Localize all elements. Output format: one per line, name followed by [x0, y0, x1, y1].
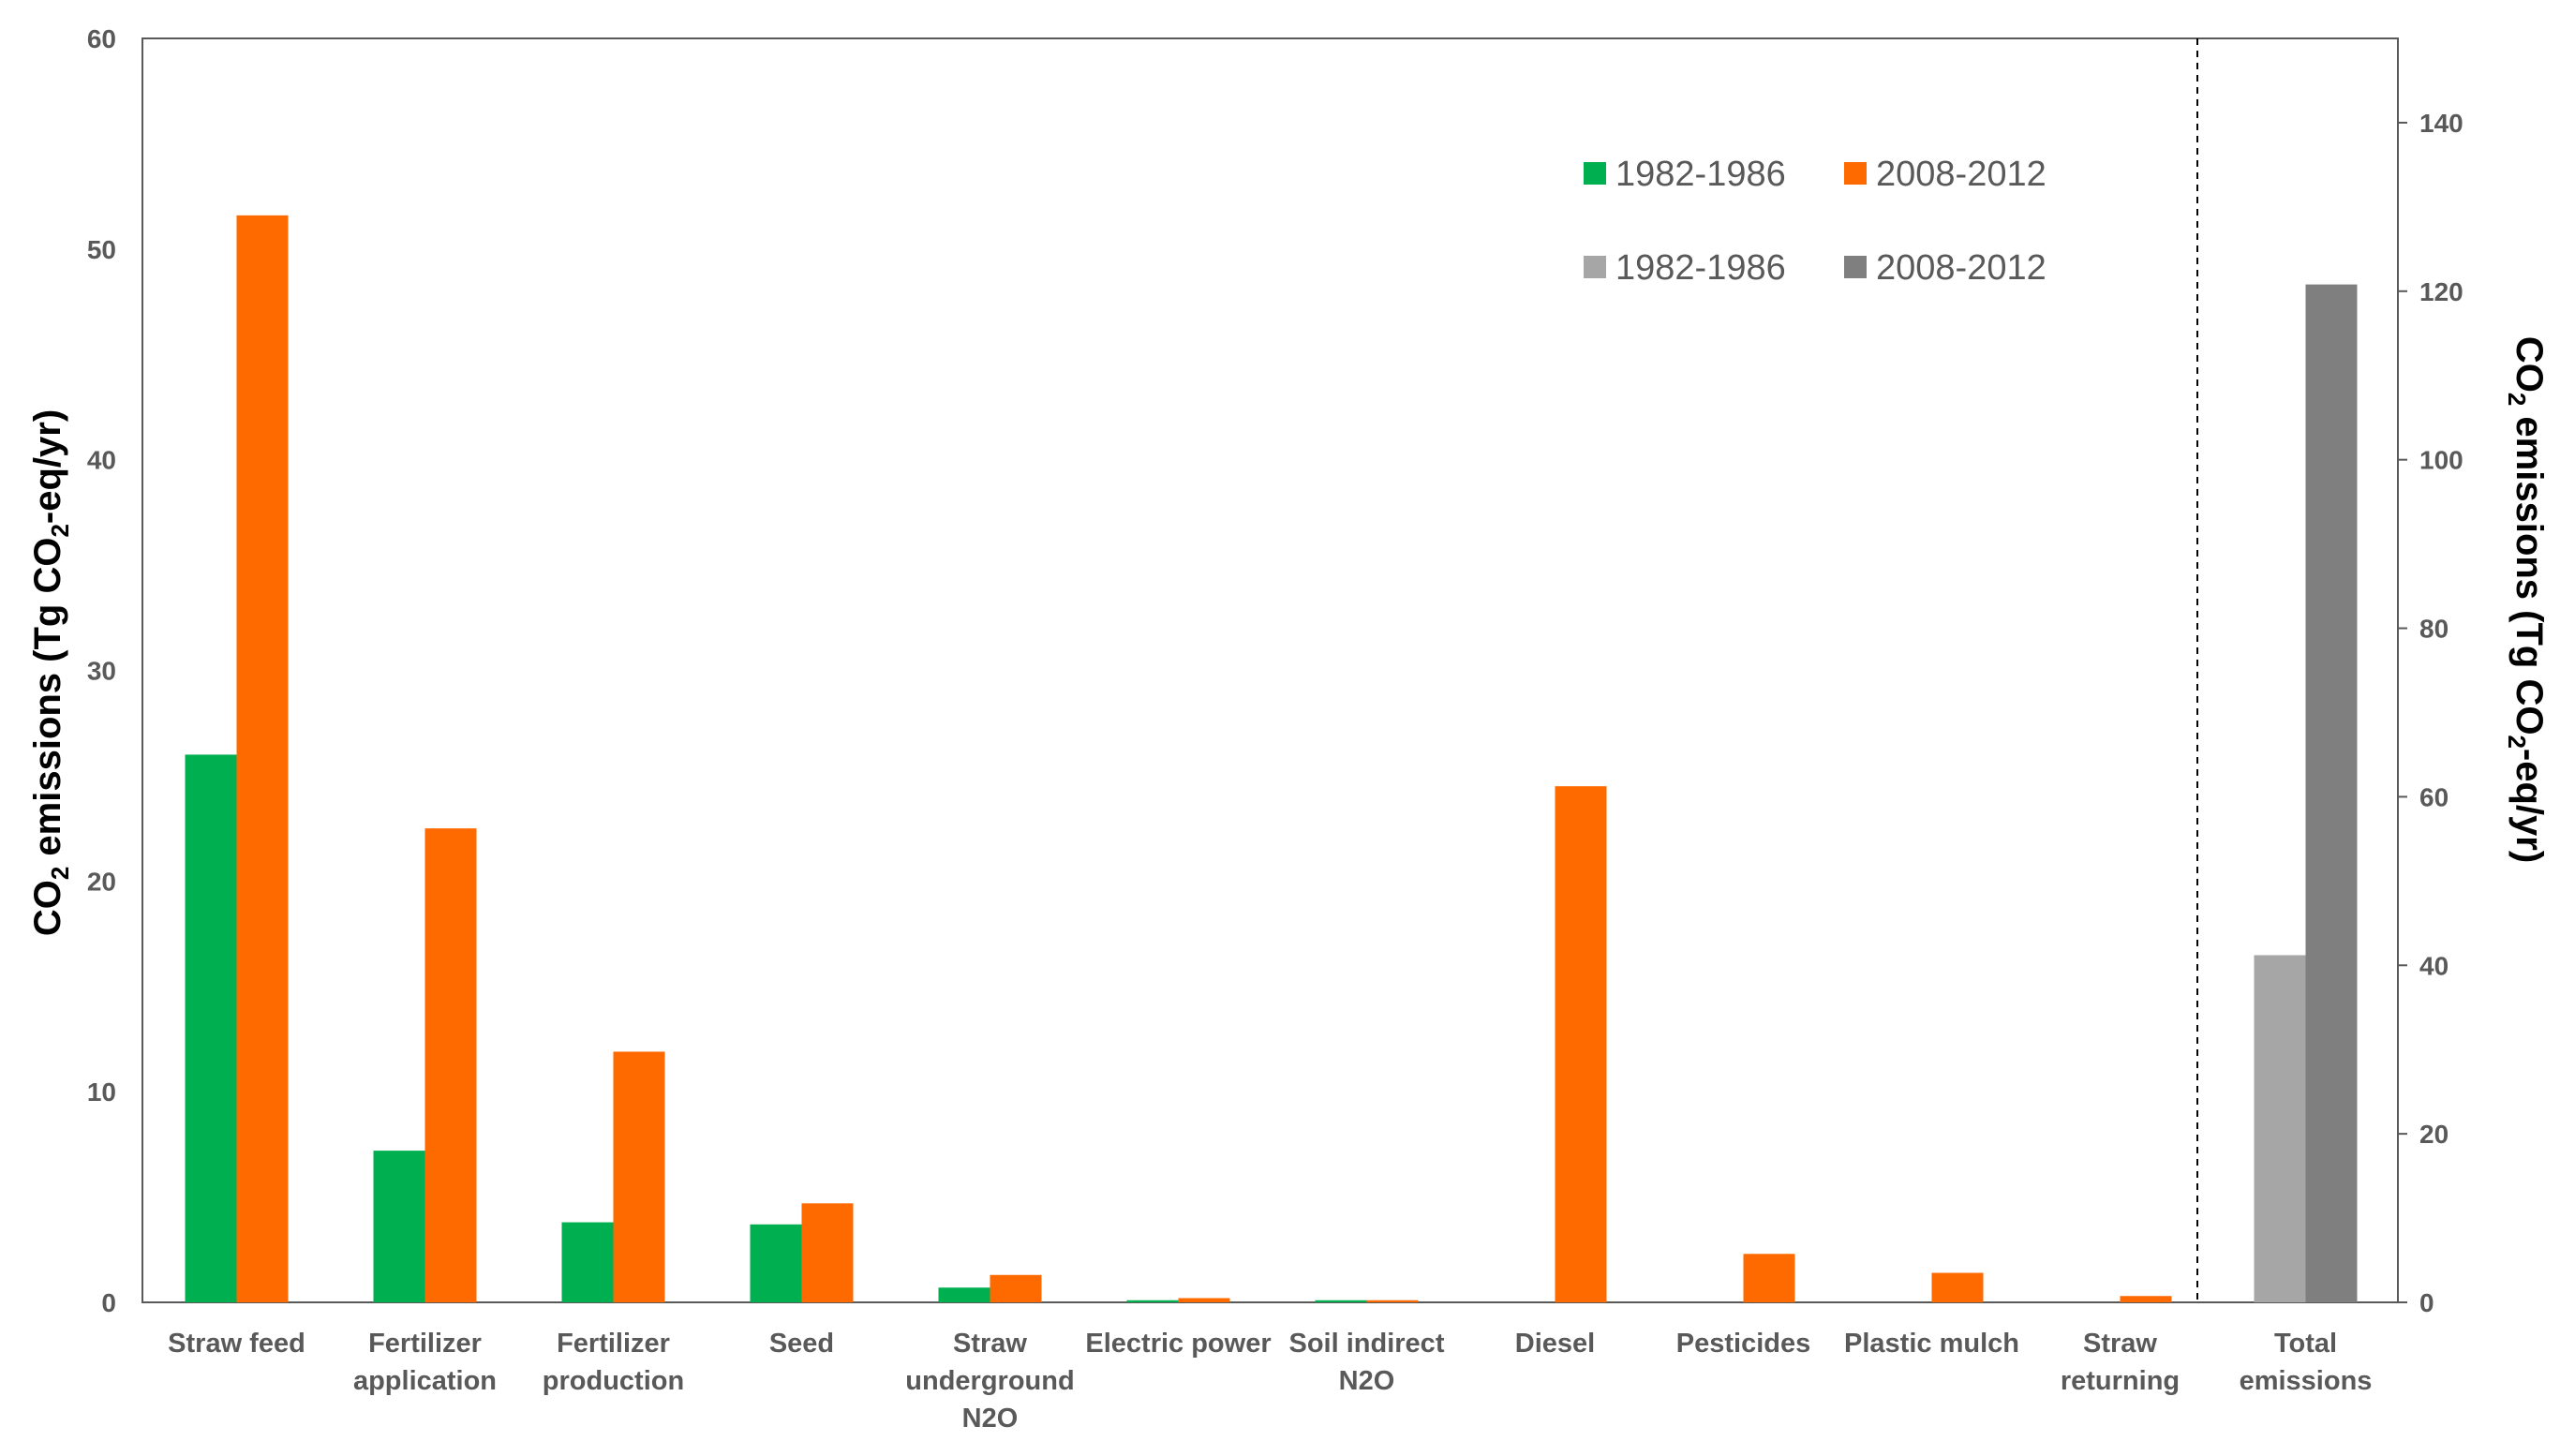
legend-swatch-1	[1844, 162, 1867, 185]
bars	[185, 215, 2358, 1303]
category-label-5-line-0: Electric power	[1085, 1329, 1271, 1359]
bar-2008-2012-8	[1743, 1254, 1795, 1302]
category-label-3-line-0: Seed	[769, 1329, 834, 1359]
bar-2008-2012-5	[1178, 1298, 1230, 1302]
left-axis-title-end: -eq/yr)	[27, 409, 68, 524]
right-axis-title-co: CO	[2508, 336, 2550, 393]
bar-2008-2012-0	[236, 215, 289, 1303]
right-axis-title-mid: emissions (Tg CO	[2508, 406, 2550, 735]
right-tick-label-7: 140	[2419, 109, 2463, 138]
category-label-2-line-0: Fertilizer	[557, 1329, 670, 1359]
category-label-2-line-1: production	[543, 1366, 684, 1396]
category-label-10-line-1: returning	[2061, 1366, 2180, 1396]
bar-1982-1986-5	[1126, 1300, 1179, 1302]
right-tick-label-6: 120	[2419, 277, 2463, 306]
bar-2008-2012-7	[1555, 786, 1607, 1302]
legend-swatch-0	[1584, 162, 1606, 185]
bar-2008-2012-2	[613, 1051, 665, 1302]
legend-label-2: 1982-1986	[1615, 248, 1786, 288]
category-label-10-line-0: Straw	[2083, 1329, 2157, 1359]
left-tick-label-5: 50	[87, 235, 116, 264]
bar-2008-2012-10	[2120, 1296, 2172, 1302]
bar-1982-1986-6	[1315, 1300, 1367, 1302]
category-label-0-line-0: Straw feed	[168, 1329, 305, 1359]
right-tick-label-5: 100	[2419, 446, 2463, 475]
category-label-4-line-0: Straw	[953, 1329, 1027, 1359]
left-tick-label-3: 30	[87, 657, 116, 686]
bar-1982-1986-2	[561, 1222, 614, 1302]
legend-label-3: 2008-2012	[1876, 248, 2047, 288]
category-label-11-line-1: emissions	[2240, 1366, 2373, 1396]
legend-swatch-2	[1584, 256, 1606, 278]
category-label-11-line-0: Total	[2274, 1329, 2337, 1359]
left-axis-title-co: CO	[27, 880, 68, 936]
left-tick-label-6: 60	[87, 24, 116, 53]
left-tick-label-0: 0	[101, 1288, 116, 1317]
bar-2008-2012-6	[1366, 1300, 1419, 1302]
category-label-4-line-2: N2O	[962, 1404, 1019, 1434]
right-tick-label-3: 60	[2419, 782, 2448, 811]
bar-1982-1986-4	[938, 1287, 990, 1302]
right-tick-label-0: 0	[2419, 1288, 2434, 1317]
legend-swatch-3	[1844, 256, 1867, 278]
bar-2008-2012-1	[424, 828, 477, 1302]
right-tick-label-4: 80	[2419, 615, 2448, 644]
category-labels: Straw feed Fertilizer application Fertilize…	[168, 1329, 2372, 1434]
left-axis-title-mid: emissions (Tg CO	[27, 538, 68, 867]
bar-2008-2012-4	[990, 1274, 1042, 1302]
category-label-4-line-1: underground	[905, 1366, 1074, 1396]
left-tick-label-4: 40	[87, 446, 116, 475]
legend: 1982-1986 2008-2012 1982-1986 2008-2012	[1584, 155, 2047, 288]
category-label-7-line-0: Diesel	[1515, 1329, 1595, 1359]
right-axis-ticks: 0 20 40 60 80 100 120 140	[2398, 109, 2463, 1317]
total-bar-2008-2012	[2305, 284, 2358, 1302]
category-label-6-line-1: N2O	[1339, 1366, 1395, 1396]
bar-1982-1986-3	[750, 1224, 802, 1302]
left-tick-label-2: 20	[87, 867, 116, 896]
category-label-9-line-0: Plastic mulch	[1844, 1329, 2019, 1359]
left-axis-title-sub2: 2	[46, 524, 74, 537]
category-label-8-line-0: Pesticides	[1676, 1329, 1810, 1359]
bar-2008-2012-3	[801, 1203, 854, 1302]
bar-2008-2012-9	[1931, 1272, 1984, 1302]
plot-frame	[141, 37, 2399, 1303]
legend-label-1: 2008-2012	[1876, 155, 2047, 194]
right-tick-label-1: 20	[2419, 1120, 2448, 1149]
left-axis-title: CO2 emissions (Tg CO2-eq/yr)	[27, 409, 74, 936]
bar-1982-1986-0	[185, 754, 237, 1302]
bar-1982-1986-1	[373, 1151, 425, 1302]
left-tick-label-1: 10	[87, 1077, 116, 1107]
category-label-1-line-0: Fertilizer	[368, 1329, 482, 1359]
category-label-1-line-1: application	[353, 1366, 497, 1396]
right-tick-label-2: 40	[2419, 951, 2448, 980]
category-label-6-line-0: Soil indirect	[1289, 1329, 1445, 1359]
right-axis-title-end: -eq/yr)	[2508, 749, 2550, 863]
right-axis-title-sub1: 2	[2503, 393, 2531, 406]
right-axis-title: CO2 emissions (Tg CO2-eq/yr)	[2503, 336, 2550, 863]
right-axis-title-sub2: 2	[2503, 735, 2531, 748]
left-axis-ticks: 0 10 20 30 40 50 60	[87, 24, 116, 1317]
legend-label-0: 1982-1986	[1615, 155, 1786, 194]
total-bar-1982-1986	[2254, 955, 2306, 1302]
left-axis-title-sub1: 2	[46, 867, 74, 880]
